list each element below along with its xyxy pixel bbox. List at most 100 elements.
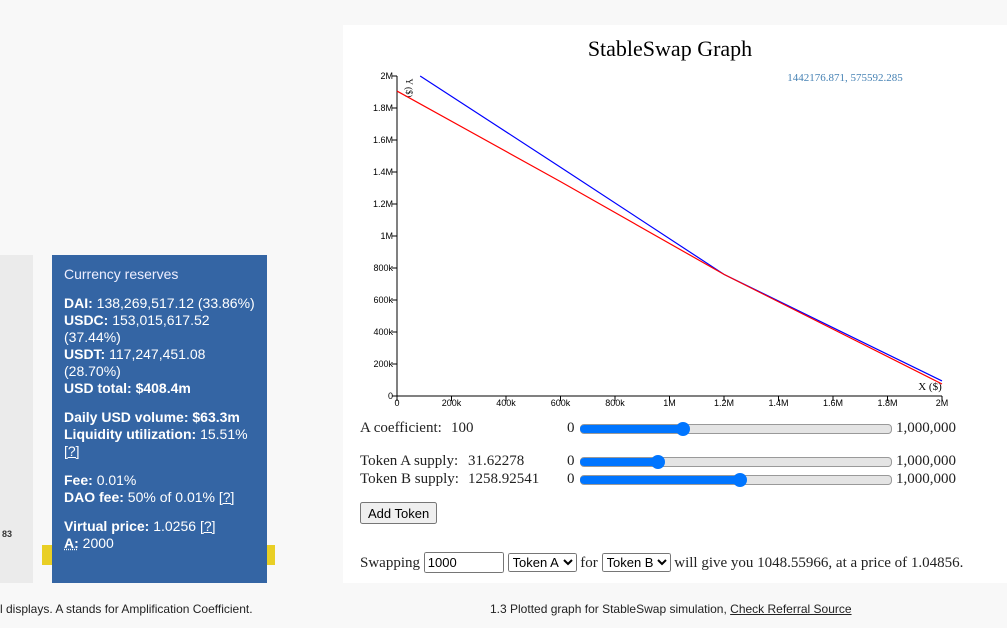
slider-max: 1,000,000 bbox=[896, 453, 956, 469]
reserve-label: Virtual price: bbox=[64, 518, 150, 534]
x-tick-label: 600k bbox=[551, 398, 571, 408]
x-tick-label: 0 bbox=[394, 398, 399, 408]
help-link[interactable]: [?] bbox=[199, 518, 216, 534]
reserve-line: USDT: 117,247,451.08 (28.70%) bbox=[64, 346, 255, 380]
slider-value: 1258.92541 bbox=[468, 471, 540, 487]
swap-connector: for bbox=[580, 555, 598, 571]
reserve-label: USD total: bbox=[64, 380, 132, 396]
y-tick-label: 1.8M bbox=[373, 103, 393, 113]
reserve-label: A: bbox=[64, 535, 79, 551]
slider-row: Token B supply: 1258.92541 bbox=[360, 471, 539, 488]
reserve-line: Liquidity utilization: 15.51% [?] bbox=[64, 426, 255, 460]
y-tick-label: 200k bbox=[373, 359, 393, 369]
slider-value: 31.62278 bbox=[468, 453, 525, 469]
curve bbox=[419, 75, 943, 382]
slider-row: Token A supply: 31.62278 bbox=[360, 453, 524, 470]
y-tick-label: 0 bbox=[388, 391, 393, 401]
reserve-value: 0.01% bbox=[96, 472, 137, 488]
cut-off-panel bbox=[0, 255, 33, 583]
reserve-line: USD total: $408.4m bbox=[64, 380, 255, 397]
reserve-label: DAO fee: bbox=[64, 489, 124, 505]
slider-thumb[interactable] bbox=[733, 473, 748, 487]
y-tick-label: 1.4M bbox=[373, 167, 393, 177]
slider-label: Token B supply: bbox=[360, 471, 459, 487]
swap-result: will give you 1048.55966, at a price of … bbox=[674, 555, 964, 571]
y-tick-label: 600k bbox=[373, 295, 393, 305]
reserve-value: $63.3m bbox=[192, 409, 240, 425]
x-tick-label: 1.2M bbox=[714, 398, 734, 408]
help-link[interactable]: [?] bbox=[218, 489, 235, 505]
graph-panel: StableSwap Graph 1442176.871, 575592.285… bbox=[343, 25, 1007, 583]
x-tick-label: 400k bbox=[496, 398, 516, 408]
reserve-line: Daily USD volume: $63.3m bbox=[64, 409, 255, 426]
slider-min: 0 bbox=[567, 453, 575, 469]
slider-thumb[interactable] bbox=[650, 455, 665, 469]
reserve-label: USDT: bbox=[64, 346, 106, 362]
reserve-line: DAI: 138,269,517.12 (33.86%) bbox=[64, 295, 255, 312]
reserve-label: Fee: bbox=[64, 472, 93, 488]
swap-amount[interactable] bbox=[423, 552, 504, 573]
reserve-label: Daily USD volume: bbox=[64, 409, 189, 425]
y-tick-label: 400k bbox=[373, 327, 393, 337]
caption-link[interactable]: Check Referral Source bbox=[730, 602, 852, 616]
graph-title: StableSwap Graph bbox=[588, 36, 752, 61]
reserve-value: 153,015,617.52 (37.44%) bbox=[64, 312, 210, 345]
y-axis-label: Y ($) bbox=[404, 79, 414, 98]
curve bbox=[396, 90, 943, 385]
reserve-line: Fee: 0.01% bbox=[64, 472, 255, 489]
slider-value: 100 bbox=[451, 420, 474, 436]
reserve-value: 1.0256 bbox=[153, 518, 197, 534]
y-tick-label: 2M bbox=[380, 71, 393, 81]
reserve-group: Fee: 0.01% DAO fee: 50% of 0.01% [?] bbox=[64, 472, 255, 506]
caption-text: 1.3 Plotted graph for StableSwap simulat… bbox=[490, 602, 727, 616]
slider-fill bbox=[580, 458, 658, 466]
slider-max: 1,000,000 bbox=[896, 420, 956, 436]
y-tick-label: 800k bbox=[373, 263, 393, 273]
reserve-group: DAI: 138,269,517.12 (33.86%) USDC: 153,01… bbox=[64, 295, 255, 397]
slider-min: 0 bbox=[567, 420, 575, 436]
reserve-line: DAO fee: 50% of 0.01% [?] bbox=[64, 489, 255, 506]
x-tick-label: 1.4M bbox=[768, 398, 788, 408]
coordinate-readout: 1442176.871, 575592.285 bbox=[787, 72, 903, 84]
slider-row: A coefficient: 100 bbox=[360, 420, 474, 437]
x-tick-label: 1M bbox=[663, 398, 676, 408]
add-token-button[interactable]: Add Token bbox=[360, 502, 438, 524]
slider-min: 0 bbox=[567, 471, 575, 487]
slider-max: 1,000,000 bbox=[896, 471, 956, 487]
swap-row: Swapping Token A for Token B will give y… bbox=[360, 552, 963, 573]
caption-left: l displays. A stands for Amplification C… bbox=[0, 602, 253, 616]
caption-right: 1.3 Plotted graph for StableSwap simulat… bbox=[490, 602, 852, 616]
reserve-label: DAI: bbox=[64, 295, 93, 311]
reserve-value: 50% of 0.01% bbox=[127, 489, 215, 505]
cut-off-value: 83 bbox=[2, 529, 13, 539]
x-tick-label: 2M bbox=[936, 398, 949, 408]
swap-prefix: Swapping bbox=[360, 555, 420, 571]
slider-fill bbox=[580, 476, 741, 484]
reserve-group: Virtual price: 1.0256 [?] A: 2000 bbox=[64, 518, 255, 552]
x-axis-label: X ($) bbox=[918, 381, 942, 393]
reserves-title: Currency reserves bbox=[64, 266, 179, 282]
graph: StableSwap Graph 1442176.871, 575592.285… bbox=[373, 36, 949, 408]
slider-label: Token A supply: bbox=[360, 453, 459, 469]
reserve-group: Daily USD volume: $63.3m Liquidity utiliz… bbox=[64, 409, 255, 460]
reserve-line: A: 2000 bbox=[64, 535, 255, 552]
help-link[interactable]: [?] bbox=[64, 443, 80, 459]
x-tick-label: 1.8M bbox=[877, 398, 897, 408]
slider-thumb[interactable] bbox=[676, 422, 691, 436]
reserve-line: Virtual price: 1.0256 [?] bbox=[64, 518, 255, 535]
reserve-value: $408.4m bbox=[135, 380, 191, 396]
reserve-value: 2000 bbox=[82, 535, 114, 551]
reserve-label: USDC: bbox=[64, 312, 109, 328]
y-tick-label: 1.6M bbox=[373, 135, 393, 145]
y-tick-label: 1M bbox=[380, 231, 393, 241]
reserve-line: USDC: 153,015,617.52 (37.44%) bbox=[64, 312, 255, 346]
reserves-content: Currency reserves DAI: 138,269,517.12 (3… bbox=[52, 255, 267, 552]
x-tick-label: 200k bbox=[442, 398, 462, 408]
slider-label: A coefficient: bbox=[360, 420, 442, 436]
reserve-value: 138,269,517.12 (33.86%) bbox=[96, 295, 255, 311]
x-tick-label: 1.6M bbox=[823, 398, 843, 408]
reserve-value: 117,247,451.08 (28.70%) bbox=[64, 346, 206, 379]
to-select[interactable]: Token B bbox=[601, 553, 671, 572]
from-select[interactable]: Token A bbox=[507, 553, 577, 572]
